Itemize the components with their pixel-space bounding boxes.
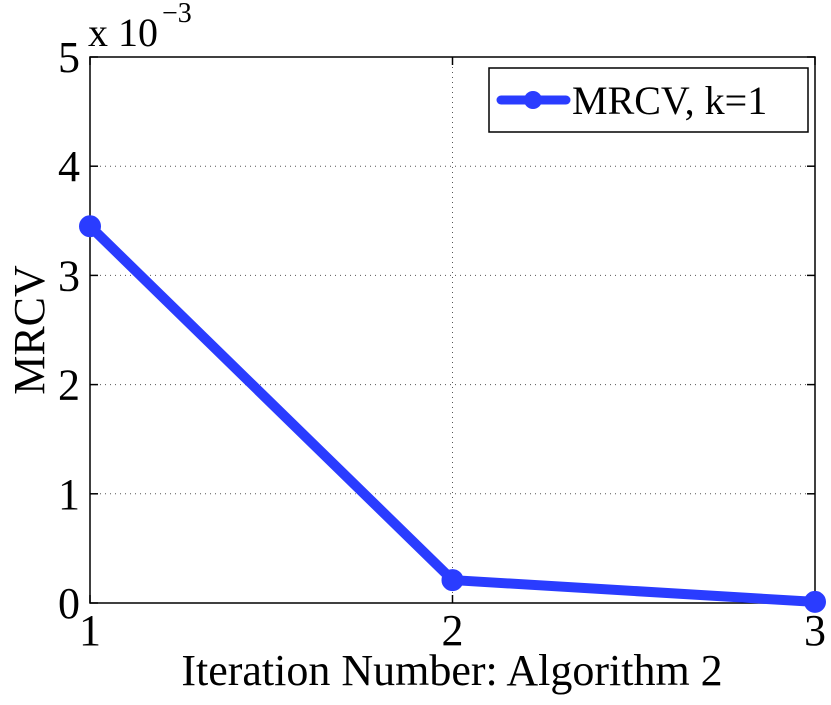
x-tick-label: 2 xyxy=(442,606,464,655)
data-point xyxy=(804,590,826,613)
x-tick-label: 3 xyxy=(804,606,826,655)
x-tick-label: 1 xyxy=(79,606,101,655)
series-layer xyxy=(79,215,826,613)
legend: MRCV, k=1 xyxy=(488,67,809,133)
y-axis-label: MRCV xyxy=(5,265,54,395)
y-tick-label: 3 xyxy=(58,251,80,300)
y-multiplier-exponent: −3 xyxy=(162,0,192,29)
data-point xyxy=(79,215,101,238)
legend-entry-label: MRCV, k=1 xyxy=(572,78,767,123)
x-axis-label: Iteration Number: Algorithm 2 xyxy=(181,646,722,695)
y-tick-label: 5 xyxy=(58,33,80,82)
y-tick-label: 1 xyxy=(58,470,80,519)
y-multiplier-base: x 10 xyxy=(88,10,158,55)
y-tick-label: 2 xyxy=(58,361,80,410)
y-tick-label: 0 xyxy=(58,579,80,628)
legend-marker-swatch xyxy=(524,91,542,109)
data-point xyxy=(441,569,464,592)
grid xyxy=(90,57,815,603)
y-tick-label: 4 xyxy=(58,142,80,191)
